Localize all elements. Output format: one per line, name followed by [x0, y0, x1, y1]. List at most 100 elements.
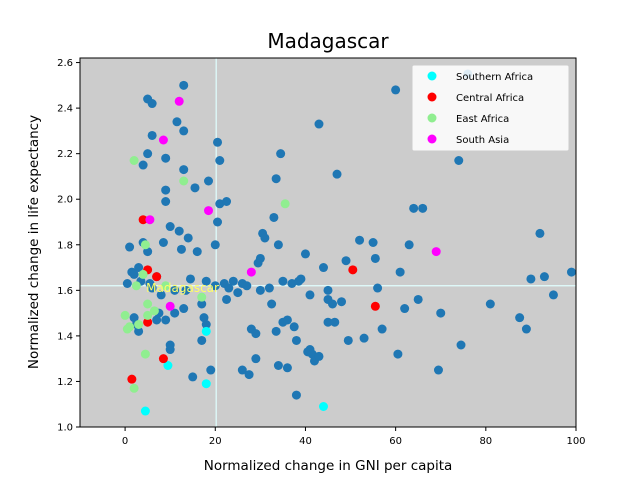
data-point: [152, 315, 162, 325]
data-point: [147, 283, 157, 293]
data-point: [413, 294, 423, 304]
data-point: [158, 135, 168, 145]
data-point: [255, 253, 265, 263]
data-point: [276, 149, 286, 159]
data-point: [289, 322, 299, 332]
data-point: [300, 249, 310, 259]
data-point: [161, 315, 171, 325]
y-tick-label: 1.2: [57, 377, 73, 388]
plot-frame: [79, 57, 577, 428]
data-point: [152, 272, 162, 282]
data-point: [199, 313, 209, 323]
data-point: [138, 160, 148, 170]
data-point: [341, 256, 351, 266]
data-point: [222, 294, 232, 304]
data-point: [165, 340, 175, 350]
data-point: [158, 354, 168, 364]
data-point: [170, 285, 180, 295]
data-point: [359, 333, 369, 343]
legend-label: Central Africa: [456, 93, 524, 104]
data-point: [140, 349, 150, 359]
data-point: [307, 349, 317, 359]
data-point: [332, 169, 342, 179]
data-point: [210, 240, 220, 250]
legend-marker: [427, 113, 437, 123]
y-tick-label: 1.6: [57, 286, 73, 297]
data-point: [395, 267, 405, 277]
data-point: [127, 374, 137, 384]
data-point: [436, 308, 446, 318]
data-point: [129, 269, 139, 279]
data-point: [156, 290, 166, 300]
data-point: [418, 203, 428, 213]
data-point: [373, 283, 383, 293]
data-point: [244, 370, 254, 380]
data-point: [125, 242, 135, 252]
data-point: [521, 324, 531, 334]
data-point: [165, 301, 175, 311]
x-axis-ticks: 0 20 40 60 80 100: [122, 427, 586, 447]
data-point: [348, 265, 358, 275]
data-point: [147, 130, 157, 140]
data-point: [246, 267, 256, 277]
y-axis-label: Normalized change in life expectancy: [26, 115, 42, 369]
data-point: [251, 354, 261, 364]
data-point: [188, 372, 198, 382]
data-point: [147, 99, 157, 109]
data-point: [143, 299, 153, 309]
data-point: [370, 301, 380, 311]
data-point: [204, 176, 214, 186]
data-point: [314, 119, 324, 129]
data-point: [179, 165, 189, 175]
data-point: [323, 285, 333, 295]
data-point: [485, 299, 495, 309]
y-tick-label: 2.6: [57, 58, 73, 69]
y-axis-ticks: 1.0 1.2 1.4 1.6 1.8 2.0 2.2 2.4 2.6: [57, 58, 80, 434]
data-point: [404, 240, 414, 250]
data-point: [291, 335, 301, 345]
data-point: [242, 281, 252, 291]
data-point: [161, 153, 171, 163]
x-tick-label: 0: [122, 436, 128, 447]
data-point: [181, 285, 191, 295]
data-point: [122, 279, 132, 288]
data-point: [197, 299, 207, 309]
data-point: [172, 117, 182, 127]
y-tick-label: 1.8: [57, 240, 73, 251]
data-point: [213, 217, 223, 227]
data-point: [129, 313, 139, 323]
legend-label: East Africa: [456, 114, 509, 125]
data-point: [120, 310, 130, 320]
data-point: [271, 174, 281, 184]
data-point: [138, 215, 148, 225]
data-point: [278, 276, 288, 286]
data-point: [140, 406, 150, 416]
data-point: [282, 363, 292, 373]
data-point: [201, 276, 211, 286]
data-point: [183, 233, 193, 243]
data-point: [174, 226, 184, 236]
data-point: [213, 137, 223, 147]
y-tick-label: 2.0: [57, 195, 73, 206]
data-point: [314, 351, 324, 361]
data-point: [197, 292, 207, 302]
data-point: [176, 244, 186, 254]
data-point: [391, 85, 401, 95]
data-point: [260, 233, 270, 243]
legend-label: Southern Africa: [456, 72, 533, 83]
data-point: [305, 290, 315, 300]
data-point: [215, 199, 225, 209]
data-point: [318, 402, 328, 411]
data-point: [287, 279, 297, 288]
data-point: [280, 199, 290, 209]
data-point: [134, 320, 144, 329]
data-point: [131, 281, 141, 291]
data-point: [377, 324, 387, 334]
x-tick-label: 100: [566, 436, 585, 447]
legend-label: South Asia: [456, 135, 509, 146]
data-point: [179, 126, 189, 136]
data-point: [224, 283, 234, 293]
data-point: [143, 247, 153, 257]
data-point: [318, 263, 328, 273]
x-tick-label: 20: [209, 436, 222, 447]
